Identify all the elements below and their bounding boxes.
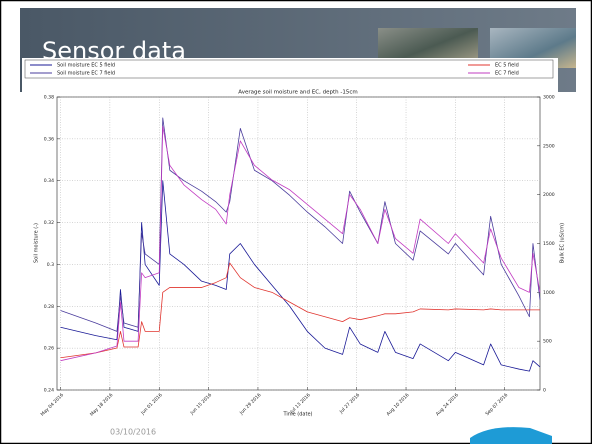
data-line [60,117,541,332]
y-tick-label: 0.24 [44,388,54,394]
y2-tick-label: 0 [543,388,546,394]
legend-label: Soil moisture EC 5 field [57,63,115,69]
y2-tick-label: 500 [543,339,552,345]
y-tick-label: 0.36 [44,136,54,142]
y2-tick-label: 2000 [543,192,555,198]
y-tick-label: 0.3 [47,262,54,268]
y-tick-label: 0.32 [44,220,54,226]
chart-panel [22,58,558,422]
slide-date: 03/10/2016 [110,428,156,437]
x-axis-label: Time (date) [282,412,312,418]
y-tick-label: 0.26 [44,346,54,352]
legend-box [24,59,554,79]
data-line [60,125,541,362]
legend-label: EC 7 field [495,71,519,77]
logo [470,427,552,444]
data-line [60,180,541,372]
y-axis-label: Soil moisture (-) [34,223,40,263]
y-tick-label: 0.34 [44,178,54,184]
y-tick-label: 0.38 [44,95,54,101]
y2-tick-label: 2500 [543,143,555,149]
y2-tick-label: 1500 [543,241,555,247]
y2-axis-label: Bulk EC (uS/cm) [560,223,566,263]
y-tick-label: 0.28 [44,304,54,310]
legend-label: EC 5 field [495,63,519,69]
y2-tick-label: 1000 [543,290,555,296]
chart-title: Average soil moisture and EC, depth -15c… [238,90,357,96]
y2-tick-label: 3000 [543,95,555,101]
data-line [60,262,540,359]
legend-label: Soil moisture EC 7 field [57,71,115,77]
